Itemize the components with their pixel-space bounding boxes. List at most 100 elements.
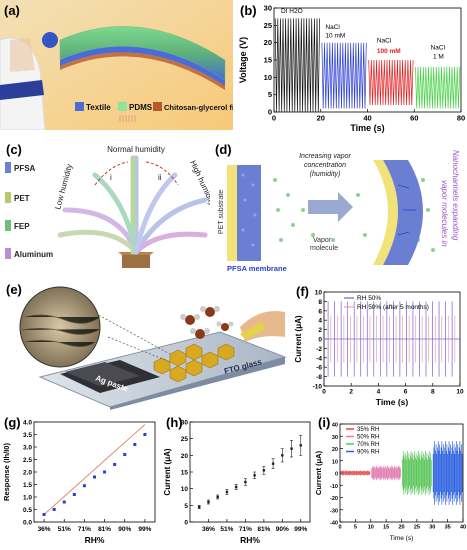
panel-label-b: (b) — [240, 3, 257, 18]
legend-label-0: RH 50% — [357, 295, 381, 302]
sem-inset — [19, 286, 101, 368]
legend-label-1: 50% RH — [357, 435, 379, 441]
y-tick-label: -20 — [330, 496, 338, 502]
y-tick-label: 0 — [335, 472, 338, 478]
series-label-1m: 1 M — [433, 53, 444, 60]
hexagon-sensing-area — [153, 343, 235, 383]
label-pet-substrate: PET substrate — [218, 190, 225, 234]
x-axis-label: Time (s) — [350, 123, 384, 133]
legend-label-0: 35% RH — [357, 427, 379, 433]
y-axis-label: Voltage (V) — [238, 37, 248, 83]
legend-textile-swatch — [75, 102, 84, 111]
y-tick-label: 2.0 — [23, 470, 32, 477]
panel-label-h: (h) — [166, 415, 183, 430]
x-tick-label: 36% — [202, 526, 215, 533]
legend-chitosan-swatch — [153, 102, 162, 111]
y-tick-label: 20 — [181, 453, 189, 460]
panel-e-illustration: Ag paste FTO glass — [19, 286, 287, 410]
label-humidity: (humidity) — [310, 171, 341, 178]
data-point-2 — [216, 495, 219, 499]
water-molecules — [180, 306, 234, 339]
y-tick-label: -30 — [330, 508, 338, 514]
label-concentration: concentration — [304, 162, 346, 169]
data-point-8 — [271, 462, 275, 465]
legend-pdms-label: PDMS — [129, 103, 153, 112]
y-axis-label: Response (Ih/I0) — [2, 443, 11, 501]
x-tick-label: 0 — [322, 389, 326, 396]
y-tick-label: 6 — [318, 308, 322, 315]
data-point-6 — [103, 470, 107, 474]
y-tick-label: 4.0 — [23, 420, 32, 427]
x-tick-label: 30 — [429, 525, 435, 531]
y-tick-label: 25 — [264, 21, 272, 30]
chart-g-response: 0.0 0.5 1.0 1.5 2.0 2.5 3.0 3.5 4.0 36% 51% 71% 81% 9… — [2, 420, 156, 545]
panel-d: PET substrate PFSA membrane Increasing v… — [213, 140, 467, 275]
y-tick-label: 30 — [181, 420, 189, 427]
legend-label-1: RH 50% (after 5 months) — [357, 304, 429, 311]
panel-f: -10 -8 -6 -4 -2 0 2 4 6 8 10 0 2 4 6 8 10 RH 50% RH 50% (a… — [292, 282, 467, 410]
x-tick-label: 81% — [98, 526, 111, 533]
label-vapor: Vapor — [313, 237, 332, 244]
x-tick-label: 25 — [414, 525, 420, 531]
x-tick-label: 5 — [354, 525, 357, 531]
data-point-4 — [82, 484, 86, 488]
y-tick-label: 0 — [184, 520, 188, 527]
data-point-5 — [244, 480, 247, 484]
series-line-2 — [368, 59, 414, 106]
data-point-10 — [290, 447, 293, 450]
x-tick-label: 6 — [404, 389, 408, 396]
y-tick-label: 3.0 — [23, 445, 32, 452]
arrow-icon — [308, 192, 353, 222]
data-point-1 — [52, 508, 56, 511]
data-point-9 — [281, 454, 284, 457]
y-tick-label: 20 — [332, 447, 338, 453]
data-point-9 — [133, 443, 137, 446]
x-tick-label: 51% — [220, 526, 233, 533]
x-tick-label: 4 — [377, 389, 381, 396]
panel-label-c: (c) — [6, 142, 22, 157]
x-axis-label: RH% — [240, 535, 260, 545]
label-increasing-vapor: Increasing vapor — [299, 153, 351, 160]
x-tick-label: 99% — [138, 526, 151, 533]
series-line-0 — [274, 18, 320, 113]
label-nanochannels-expanding: Nanochannels expanding — [451, 150, 460, 241]
legend-textile-label: Textile — [86, 103, 111, 112]
series-label-10mm: 10 mM — [325, 32, 345, 39]
data-point-1 — [207, 500, 210, 504]
y-tick-label: 30 — [264, 4, 272, 13]
y-tick-label: 2 — [318, 327, 322, 334]
panel-a-illustration: Textile PDMS Chitosan-glycerol film — [0, 0, 233, 130]
x-tick-label: 36% — [38, 526, 51, 533]
x-tick-label: 0 — [338, 525, 341, 531]
y-tick-label: -10 — [330, 484, 338, 490]
x-tick-label: 90% — [118, 526, 131, 533]
panel-c-illustration: PFSA PET FEP Aluminum Normal humidity Lo… — [5, 145, 210, 268]
data-point-2 — [62, 500, 66, 504]
x-axis-label: RH% — [85, 535, 105, 545]
x-tick-label: 10 — [368, 525, 374, 531]
x-tick-label: 81% — [257, 526, 270, 533]
series-label-100mm: 100 mM — [377, 48, 401, 55]
panel-label-f: (f) — [296, 284, 309, 299]
y-tick-label: -6 — [316, 365, 322, 372]
y-tick-label: 0 — [268, 108, 272, 117]
y-tick-label: -40 — [330, 521, 338, 527]
x-tick-label: 71% — [78, 526, 91, 533]
panel-i: -40 -30 -20 -10 0 10 20 30 40 0 5 10 15 20 25 30 35 40 35%… — [314, 412, 467, 550]
legend-pet-label: PET — [14, 194, 30, 203]
x-tick-label: 40 — [363, 114, 371, 123]
series-label-nacl-2: NaCl — [377, 38, 392, 45]
panel-label-i: (i) — [318, 415, 331, 430]
x-tick-label: 20 — [317, 114, 325, 123]
label-low-humidity: Low humidity — [53, 163, 74, 210]
y-tick-label: 0 — [318, 337, 322, 344]
legend-chitosan-label: Chitosan-glycerol film — [164, 103, 233, 112]
y-tick-label: 10 — [332, 459, 338, 465]
panel-g: 0.0 0.5 1.0 1.5 2.0 2.5 3.0 3.5 4.0 36% 51% 71% 81% 9… — [0, 412, 160, 550]
legend-pfsa-swatch — [5, 162, 11, 173]
legend-fep-swatch — [5, 220, 11, 231]
panel-label-d: (d) — [215, 142, 232, 157]
y-tick-label: 10 — [315, 290, 323, 297]
chart-h-current: 0 5 10 15 20 25 30 36% 51% 71% 81% 90% 99% RH% Current… — [163, 420, 311, 545]
label-i: i — [110, 173, 112, 182]
